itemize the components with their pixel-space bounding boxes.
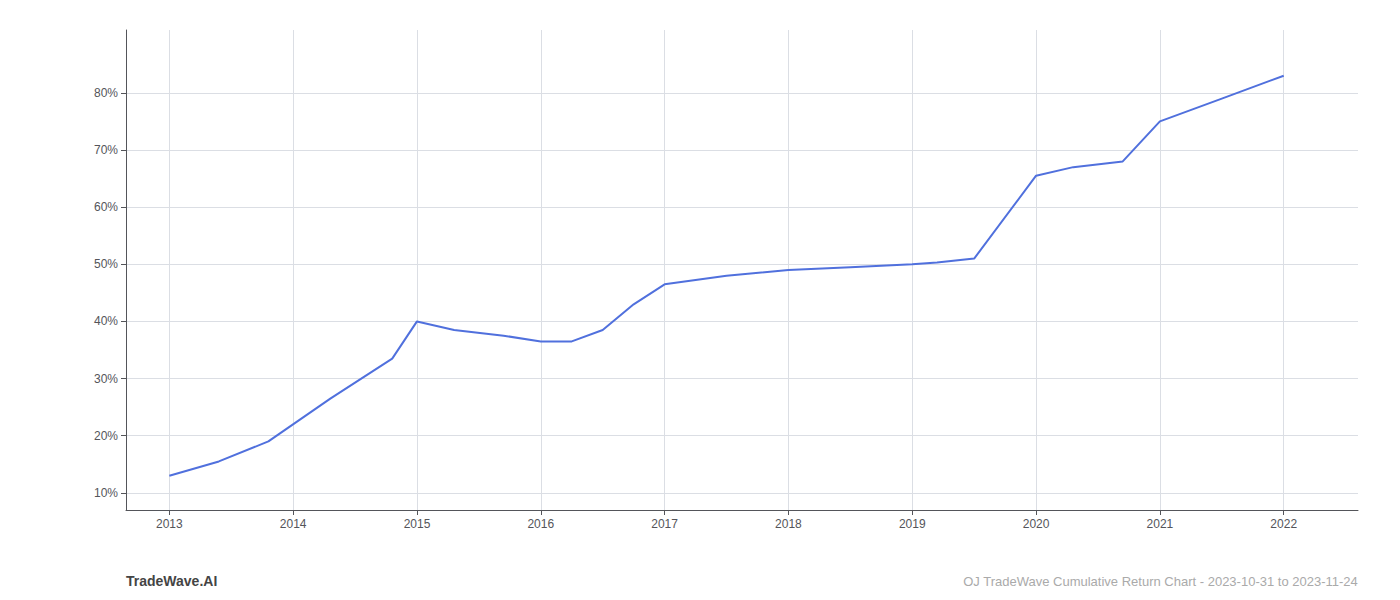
- svg-text:2022: 2022: [1270, 517, 1297, 531]
- svg-text:TradeWave.AI: TradeWave.AI: [126, 573, 217, 589]
- svg-text:2017: 2017: [651, 517, 678, 531]
- svg-text:10%: 10%: [94, 486, 118, 500]
- svg-text:20%: 20%: [94, 429, 118, 443]
- svg-text:2014: 2014: [280, 517, 307, 531]
- svg-text:80%: 80%: [94, 86, 118, 100]
- svg-text:40%: 40%: [94, 314, 118, 328]
- svg-text:2016: 2016: [527, 517, 554, 531]
- svg-text:70%: 70%: [94, 143, 118, 157]
- svg-text:2015: 2015: [404, 517, 431, 531]
- svg-text:2019: 2019: [899, 517, 926, 531]
- svg-text:2018: 2018: [775, 517, 802, 531]
- svg-text:OJ TradeWave Cumulative Return: OJ TradeWave Cumulative Return Chart - 2…: [963, 574, 1358, 589]
- svg-text:50%: 50%: [94, 257, 118, 271]
- svg-text:2020: 2020: [1023, 517, 1050, 531]
- svg-text:60%: 60%: [94, 200, 118, 214]
- svg-text:2021: 2021: [1147, 517, 1174, 531]
- svg-text:30%: 30%: [94, 372, 118, 386]
- svg-text:2013: 2013: [156, 517, 183, 531]
